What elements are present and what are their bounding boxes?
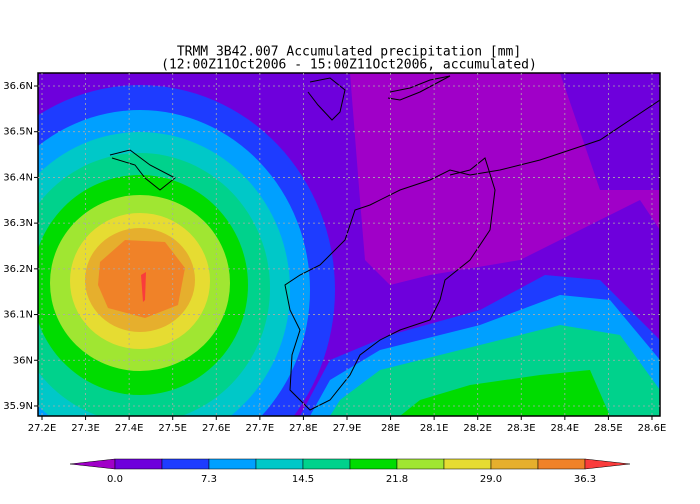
x-tick-label: 28E (381, 423, 400, 434)
y-tick-label: 36.6N (3, 81, 33, 92)
x-tick-label: 28.2E (463, 423, 492, 434)
colorbar-arrow (69, 458, 116, 470)
y-tick-label: 36.3N (3, 218, 33, 229)
colorbar-label: 29.0 (480, 474, 502, 485)
y-tick-label: 36.5N (3, 127, 33, 138)
colorbar-label: 14.5 (292, 474, 314, 485)
colorbar-arrow (584, 458, 631, 470)
title-line: (12:00Z11Oct2006 - 15:00Z11Oct2006, accu… (161, 58, 537, 73)
x-tick-label: 27.5E (158, 423, 187, 434)
colorbar-segment (537, 458, 586, 470)
x-tick-label: 27.2E (28, 423, 57, 434)
x-tick-label: 27.7E (246, 423, 275, 434)
y-tick-label: 36.2N (3, 264, 33, 275)
x-tick-label: 27.6E (202, 423, 231, 434)
y-tick-label: 36.4N (3, 172, 33, 183)
title-line: TRMM 3B42.007 Accumulated precipitation … (177, 45, 521, 60)
colorbar-segment (349, 458, 398, 470)
colorbar-label: 0.0 (107, 474, 123, 485)
x-tick-label: 27.3E (71, 423, 100, 434)
y-tick-label: 36.1N (3, 310, 33, 321)
colorbar-segment (255, 458, 304, 470)
colorbar-segment (443, 458, 492, 470)
x-tick-label: 28.6E (638, 423, 667, 434)
colorbar-segment (161, 458, 210, 470)
colorbar-label: 7.3 (201, 474, 217, 485)
colorbar-segment (114, 458, 163, 470)
x-tick-label: 27.8E (289, 423, 318, 434)
x-tick-label: 28.3E (507, 423, 536, 434)
x-tick-label: 27.4E (115, 423, 144, 434)
x-tick-label: 28.1E (420, 423, 449, 434)
x-tick-label: 28.5E (594, 423, 623, 434)
colorbar-segment (490, 458, 539, 470)
y-tick-label: 36N (13, 355, 33, 366)
colorbar-segment (396, 458, 445, 470)
plot-frame (37, 72, 661, 417)
x-tick-label: 28.4E (551, 423, 580, 434)
colorbar-segment (208, 458, 257, 470)
x-tick-label: 27.9E (333, 423, 362, 434)
y-tick-label: 35.9N (3, 401, 33, 412)
colorbar-label: 21.8 (386, 474, 408, 485)
contour-field (38, 73, 660, 416)
colorbar-label: 36.3 (574, 474, 596, 485)
colorbar-segment (302, 458, 351, 470)
